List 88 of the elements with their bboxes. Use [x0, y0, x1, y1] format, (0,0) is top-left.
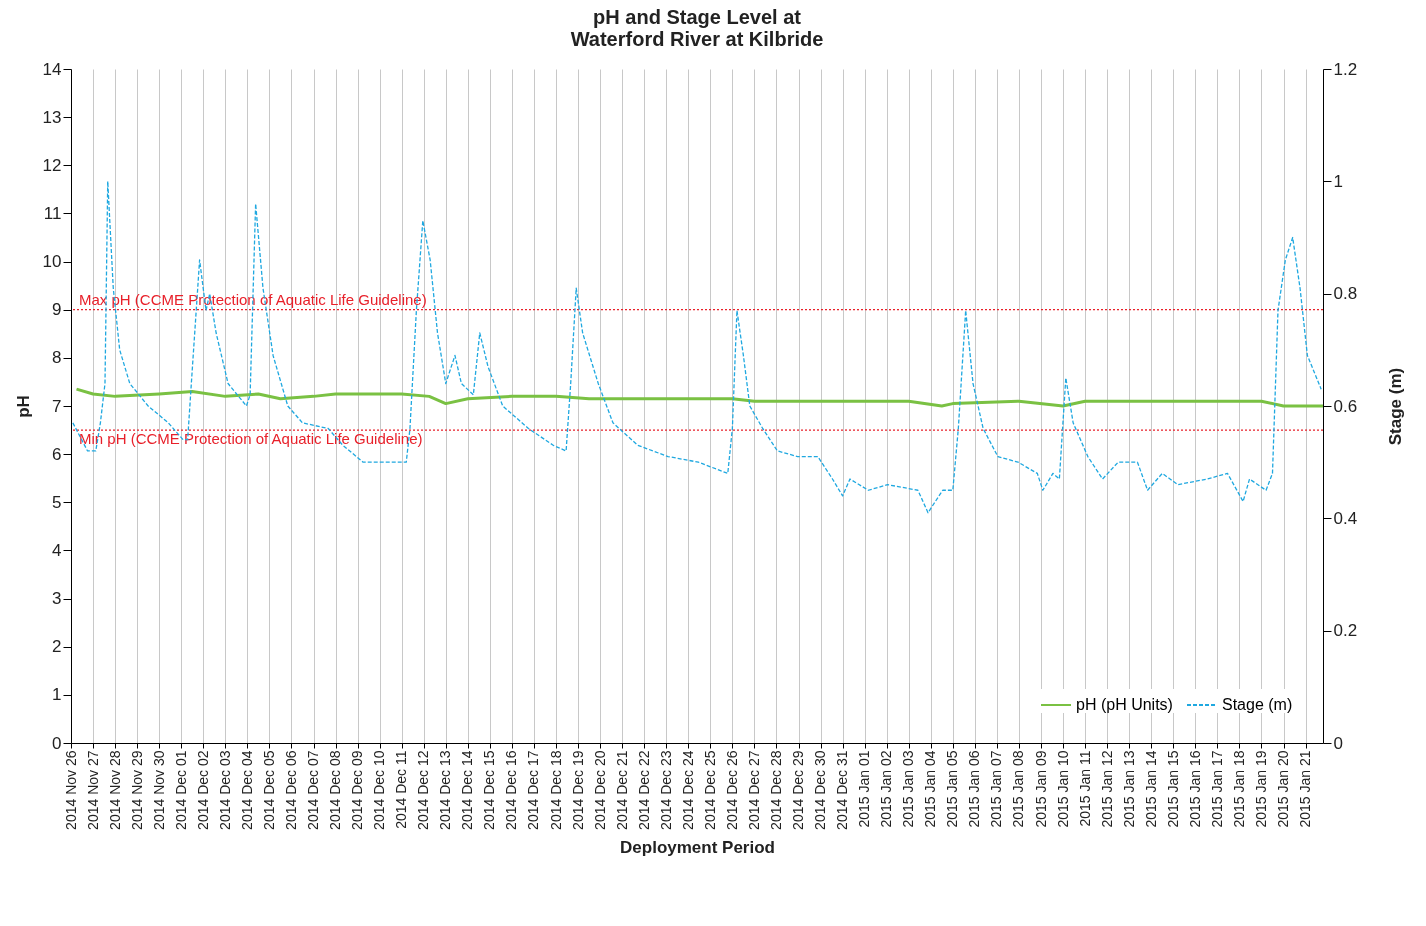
x-tick-label: 2014 Dec 11	[393, 750, 410, 829]
ref-line-label: Min pH (CCME Protection of Aquatic Life Guideline)	[79, 430, 423, 448]
y-tick-label: 12	[42, 155, 62, 175]
x-tick-label: 2015 Jan 04	[922, 750, 939, 828]
x-tick-label: 2014 Nov 27	[84, 750, 101, 830]
x-tick-label: 2014 Dec 27	[745, 750, 762, 830]
x-tick-label: 2014 Dec 16	[503, 750, 520, 830]
x-tick-label: 2015 Jan 20	[1275, 750, 1291, 828]
x-tick-label: 2014 Dec 28	[767, 750, 784, 830]
x-tick-label: 2015 Jan 05	[944, 750, 961, 828]
y-tick-label: 11	[43, 203, 62, 223]
y2-tick-label: 0.6	[1333, 396, 1358, 416]
x-tick-label: 2015 Jan 09	[1032, 750, 1049, 828]
y-tick-label: 6	[52, 444, 62, 464]
x-tick-label: 2015 Jan 21	[1297, 750, 1314, 828]
x-axis-title: Deployment Period	[620, 837, 775, 857]
y2-axis-title: Stage (m)	[1386, 367, 1406, 446]
y-tick-label: 0	[52, 733, 62, 753]
x-tick-label: 2014 Dec 02	[194, 750, 211, 830]
y-tick-label: 8	[52, 348, 62, 368]
x-tick-label: 2015 Jan 07	[988, 750, 1005, 828]
x-tick-label: 2014 Dec 31	[834, 750, 851, 830]
x-tick-label: 2014 Dec 23	[657, 750, 674, 830]
x-tick-label: 2014 Nov 28	[106, 750, 123, 830]
y-tick-label: 14	[42, 59, 62, 79]
x-tick-label: 2014 Dec 08	[327, 750, 344, 830]
x-tick-label: 2015 Jan 17	[1208, 750, 1225, 828]
y-tick-label: 9	[52, 300, 62, 320]
x-tick-label: 2014 Nov 30	[150, 750, 167, 830]
x-tick-label: 2014 Dec 14	[459, 750, 476, 830]
x-tick-label: 2015 Jan 02	[878, 750, 895, 828]
legend-label: pH (pH Units)	[1076, 696, 1173, 713]
x-tick-label: 2015 Jan 19	[1252, 750, 1269, 828]
x-tick-label: 2015 Jan 01	[856, 750, 873, 828]
x-tick-label: 2014 Nov 26	[62, 750, 79, 830]
x-tick-label: 2014 Dec 12	[415, 750, 432, 830]
x-tick-label: 2015 Jan 03	[900, 750, 917, 828]
x-tick-label: 2014 Dec 21	[613, 750, 630, 830]
y2-tick-label: 0.4	[1333, 508, 1358, 528]
y-tick-label: 1	[52, 685, 62, 705]
x-tick-label: 2014 Dec 07	[305, 750, 321, 830]
x-tick-label: 2015 Jan 14	[1142, 750, 1159, 828]
x-tick-label: 2015 Jan 13	[1120, 750, 1137, 828]
x-tick-label: 2014 Dec 30	[812, 750, 829, 830]
x-tick-label: 2014 Dec 10	[371, 750, 388, 830]
x-tick-label: 2015 Jan 06	[966, 750, 983, 828]
y-tick-label: 5	[52, 492, 62, 512]
y-tick-label: 4	[52, 540, 62, 560]
x-tick-label: 2014 Dec 20	[591, 750, 608, 830]
legend-label: Stage (m)	[1222, 696, 1293, 713]
x-tick-label: 2015 Jan 16	[1186, 750, 1203, 828]
x-tick-label: 2014 Dec 13	[437, 750, 454, 830]
x-tick-label: 2015 Jan 11	[1076, 750, 1093, 827]
y-tick-label: 7	[52, 396, 62, 416]
y2-tick-label: 1.2	[1333, 59, 1358, 79]
y-tick-label: 2	[52, 637, 62, 657]
y2-tick-label: 1	[1333, 171, 1343, 191]
x-tick-label: 2014 Dec 25	[701, 750, 718, 830]
x-tick-label: 2014 Dec 01	[172, 750, 189, 830]
x-tick-label: 2014 Dec 06	[282, 750, 299, 830]
line-series	[72, 180, 1322, 514]
x-tick-label: 2014 Dec 24	[679, 750, 696, 830]
x-tick-label: 2015 Jan 12	[1098, 750, 1115, 828]
y2-tick-label: 0	[1333, 733, 1343, 753]
x-tick-label: 2014 Nov 29	[128, 750, 145, 830]
x-tick-label: 2014 Dec 17	[525, 750, 542, 830]
y-tick-label: 13	[42, 107, 62, 127]
x-tick-label: 2015 Jan 10	[1054, 750, 1071, 828]
x-tick-label: 2014 Dec 09	[349, 750, 366, 830]
x-tick-label: 2014 Dec 22	[635, 750, 652, 830]
line-series	[75, 387, 1323, 408]
chart-title: pH and Stage Level at Waterford River at Kilbride	[570, 6, 824, 50]
x-tick-label: 2015 Jan 08	[1010, 750, 1027, 828]
x-tick-label: 2015 Jan 18	[1230, 750, 1247, 828]
y2-tick-label: 0.2	[1333, 621, 1358, 641]
x-tick-label: 2014 Dec 04	[238, 750, 255, 830]
x-tick-label: 2014 Dec 19	[569, 750, 586, 830]
x-tick-label: 2014 Dec 05	[260, 750, 277, 830]
x-tick-label: 2014 Dec 15	[481, 750, 498, 830]
y-axis-title: pH	[13, 395, 33, 418]
x-tick-label: 2014 Dec 18	[547, 750, 564, 830]
x-tick-label: 2014 Dec 03	[216, 750, 233, 830]
y2-tick-label: 0.8	[1333, 284, 1358, 304]
y-tick-label: 10	[42, 252, 62, 272]
x-tick-label: 2014 Dec 29	[790, 750, 806, 830]
x-tick-label: 2015 Jan 15	[1164, 750, 1181, 828]
y-tick-label: 3	[52, 589, 62, 609]
x-tick-label: 2014 Dec 26	[723, 750, 740, 830]
